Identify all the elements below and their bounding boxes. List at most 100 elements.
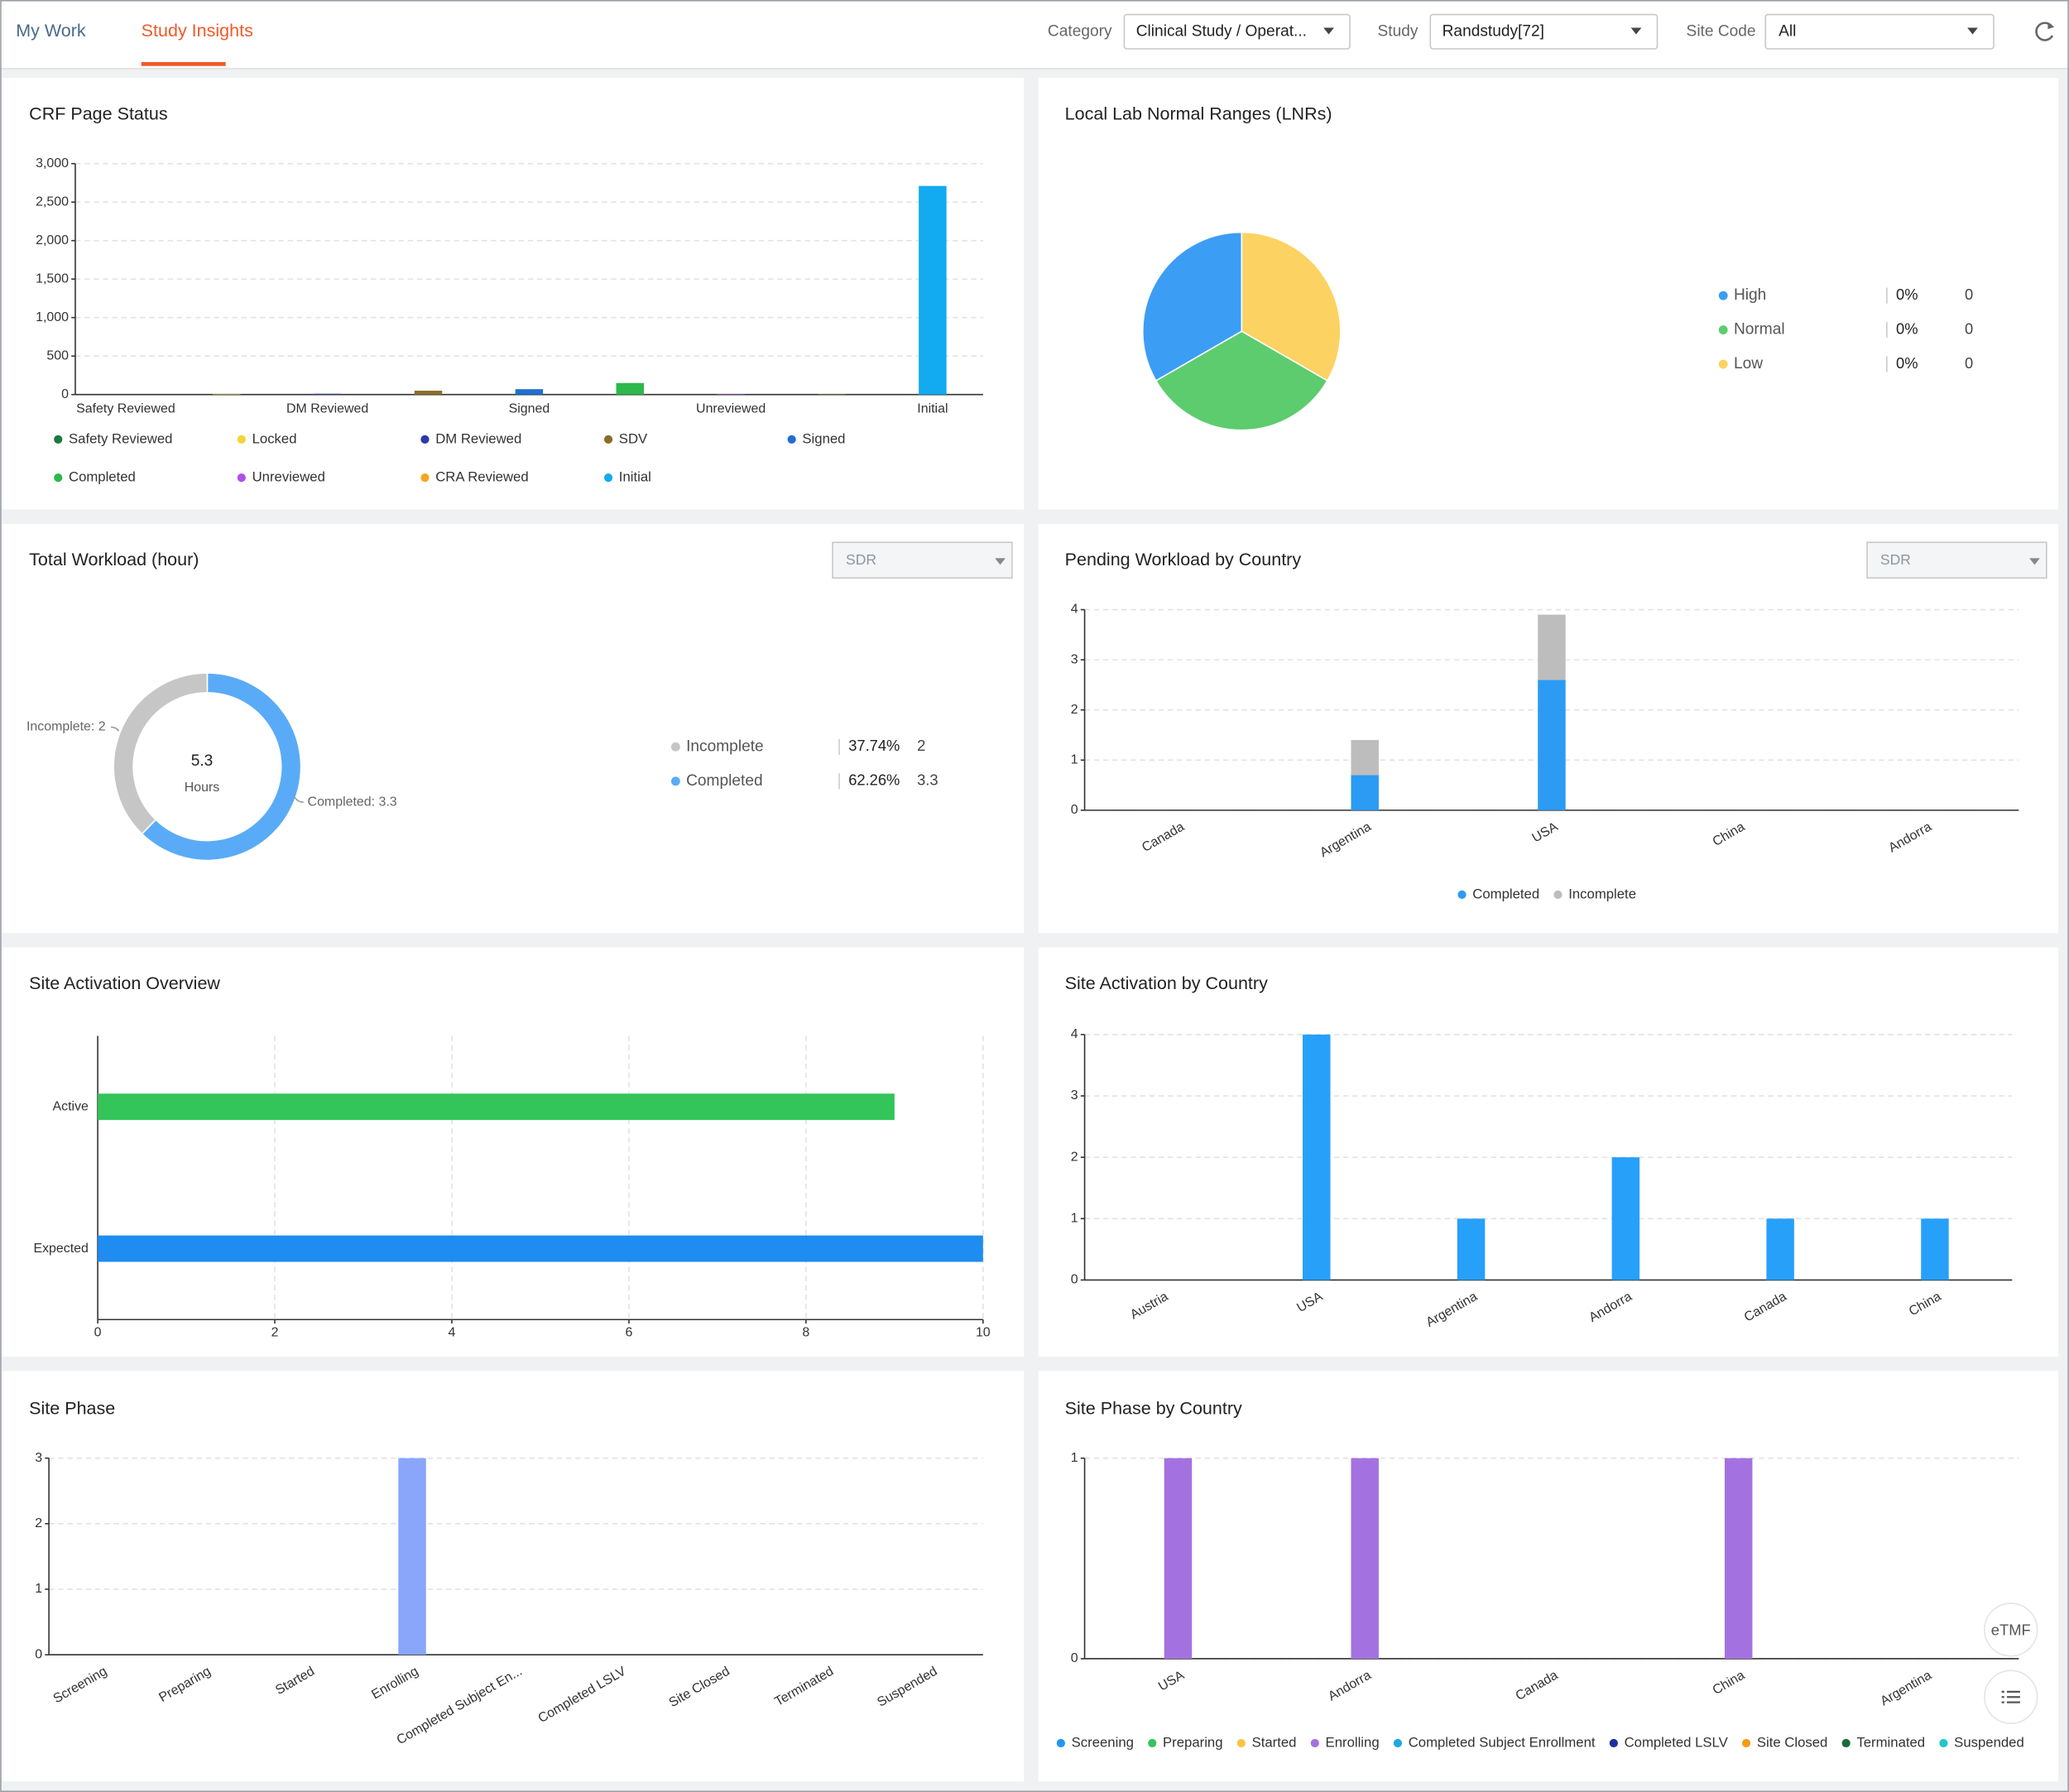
list-icon <box>2001 1690 2020 1703</box>
legend-label: Started <box>1252 1734 1297 1750</box>
pie-slice <box>1241 231 1342 382</box>
tab-underline <box>141 61 226 66</box>
bar-segment <box>1351 775 1379 810</box>
legend-label: Low <box>1734 355 1763 372</box>
legend-percent: 62.26% <box>848 771 900 789</box>
y-tick-label: 3 <box>35 1451 42 1465</box>
y-tick-label: 2 <box>35 1516 42 1530</box>
chart-title: Local Lab Normal Ranges (LNRs) <box>1065 103 1332 123</box>
bar <box>1766 1218 1794 1280</box>
chart-title: Site Phase by Country <box>1065 1398 1242 1418</box>
legend-label: High <box>1734 286 1766 304</box>
chart-title: Total Workload (hour) <box>29 550 199 569</box>
legend-marker <box>1718 325 1728 334</box>
legend-label: DM Reviewed <box>435 430 521 446</box>
select[interactable] <box>1764 13 1995 50</box>
legend-label: Site Closed <box>1757 1734 1828 1750</box>
legend-marker <box>1310 1738 1319 1748</box>
y-tick-label: 2 <box>1071 703 1078 717</box>
y-tick-label: 1,000 <box>36 310 69 324</box>
leader-line <box>293 796 304 804</box>
legend-marker <box>603 473 613 483</box>
legend-marker <box>54 435 63 444</box>
y-tick-label: 500 <box>46 348 69 363</box>
legend-label: Completed <box>69 469 136 485</box>
legend-marker <box>787 435 796 444</box>
legend-label: Normal <box>1734 321 1785 339</box>
legend-label: Incomplete <box>1568 886 1636 901</box>
legend-percent: 0% <box>1896 354 1918 372</box>
legend-marker <box>1457 890 1467 900</box>
bar <box>398 1458 426 1655</box>
legend-value: 0 <box>1965 319 1973 337</box>
bar-segment <box>1724 1458 1753 1659</box>
bar-segment <box>1351 740 1379 776</box>
caret <box>1323 27 1334 35</box>
donut-total: 5.3 <box>191 752 214 770</box>
legend-marker <box>670 776 680 786</box>
bar-segment <box>1351 1458 1379 1659</box>
chart-title: Site Phase <box>29 1398 115 1418</box>
filter-label: Study <box>1378 22 1419 40</box>
legend-marker <box>1056 1738 1065 1748</box>
select[interactable] <box>1429 13 1659 50</box>
leader-line <box>110 726 120 732</box>
select[interactable] <box>1123 13 1351 50</box>
pie-slice <box>1141 231 1243 382</box>
legend-marker <box>1939 1738 1948 1748</box>
select[interactable] <box>1866 541 2047 579</box>
pie-slice <box>1155 330 1328 431</box>
select[interactable] <box>832 541 1013 579</box>
floating-button[interactable] <box>1984 1602 2038 1657</box>
refresh-icon[interactable] <box>2035 22 2054 41</box>
bar <box>313 393 342 395</box>
bar <box>1457 1218 1486 1280</box>
legend-value: 0 <box>1965 286 1973 303</box>
legend-label: Incomplete <box>686 737 764 755</box>
filter-label: Category <box>1048 22 1112 40</box>
y-tick-label: 3,000 <box>36 156 69 171</box>
caret <box>1630 27 1642 35</box>
chart-title: Site Activation Overview <box>29 973 220 993</box>
legend-label: Suspended <box>1954 1734 2024 1750</box>
y-tick-label: 0 <box>61 387 69 401</box>
legend-label: Completed <box>1472 886 1539 901</box>
legend-label: SDV <box>619 430 648 446</box>
legend-label: Safety Reviewed <box>69 430 172 446</box>
tab[interactable]: My Work <box>16 21 86 41</box>
caret <box>2029 558 2040 565</box>
x-tick-label: 8 <box>802 1325 809 1339</box>
legend-label: Screening <box>1072 1734 1134 1750</box>
legend-value: 0 <box>1965 354 1973 372</box>
y-tick-label: 0 <box>1071 803 1078 817</box>
bar-segment <box>1538 680 1566 810</box>
legend-label: CRA Reviewed <box>435 469 528 485</box>
y-tick-label: 0 <box>35 1647 42 1661</box>
y-tick-label: 1 <box>35 1582 42 1596</box>
legend-label: Enrolling <box>1326 1734 1380 1750</box>
x-tick-label: Unreviewed <box>696 401 766 416</box>
y-tick-label: 1 <box>1071 1451 1078 1465</box>
legend-marker <box>420 473 430 483</box>
x-tick-label: 2 <box>271 1325 279 1339</box>
y-tick-label: 1 <box>1071 752 1078 766</box>
legend-value: 2 <box>917 737 925 754</box>
legend-marker <box>1393 1738 1403 1748</box>
x-tick-label: Signed <box>509 401 550 416</box>
donut-slice <box>113 672 209 835</box>
legend-value: 3.3 <box>917 771 938 789</box>
caret <box>1967 27 1978 35</box>
legend-marker <box>420 435 430 444</box>
select-value: All <box>1779 22 1796 40</box>
legend-percent: 0% <box>1896 319 1918 337</box>
refresh-arrow <box>2047 22 2055 30</box>
slice-label: Incomplete: 2 <box>26 720 106 734</box>
x-tick-label: 4 <box>449 1325 456 1339</box>
caret <box>995 558 1006 565</box>
legend-marker <box>1741 1738 1751 1748</box>
y-tick-label: 2,500 <box>36 195 69 209</box>
tab-active[interactable]: Study Insights <box>142 21 253 41</box>
bar <box>414 391 443 395</box>
